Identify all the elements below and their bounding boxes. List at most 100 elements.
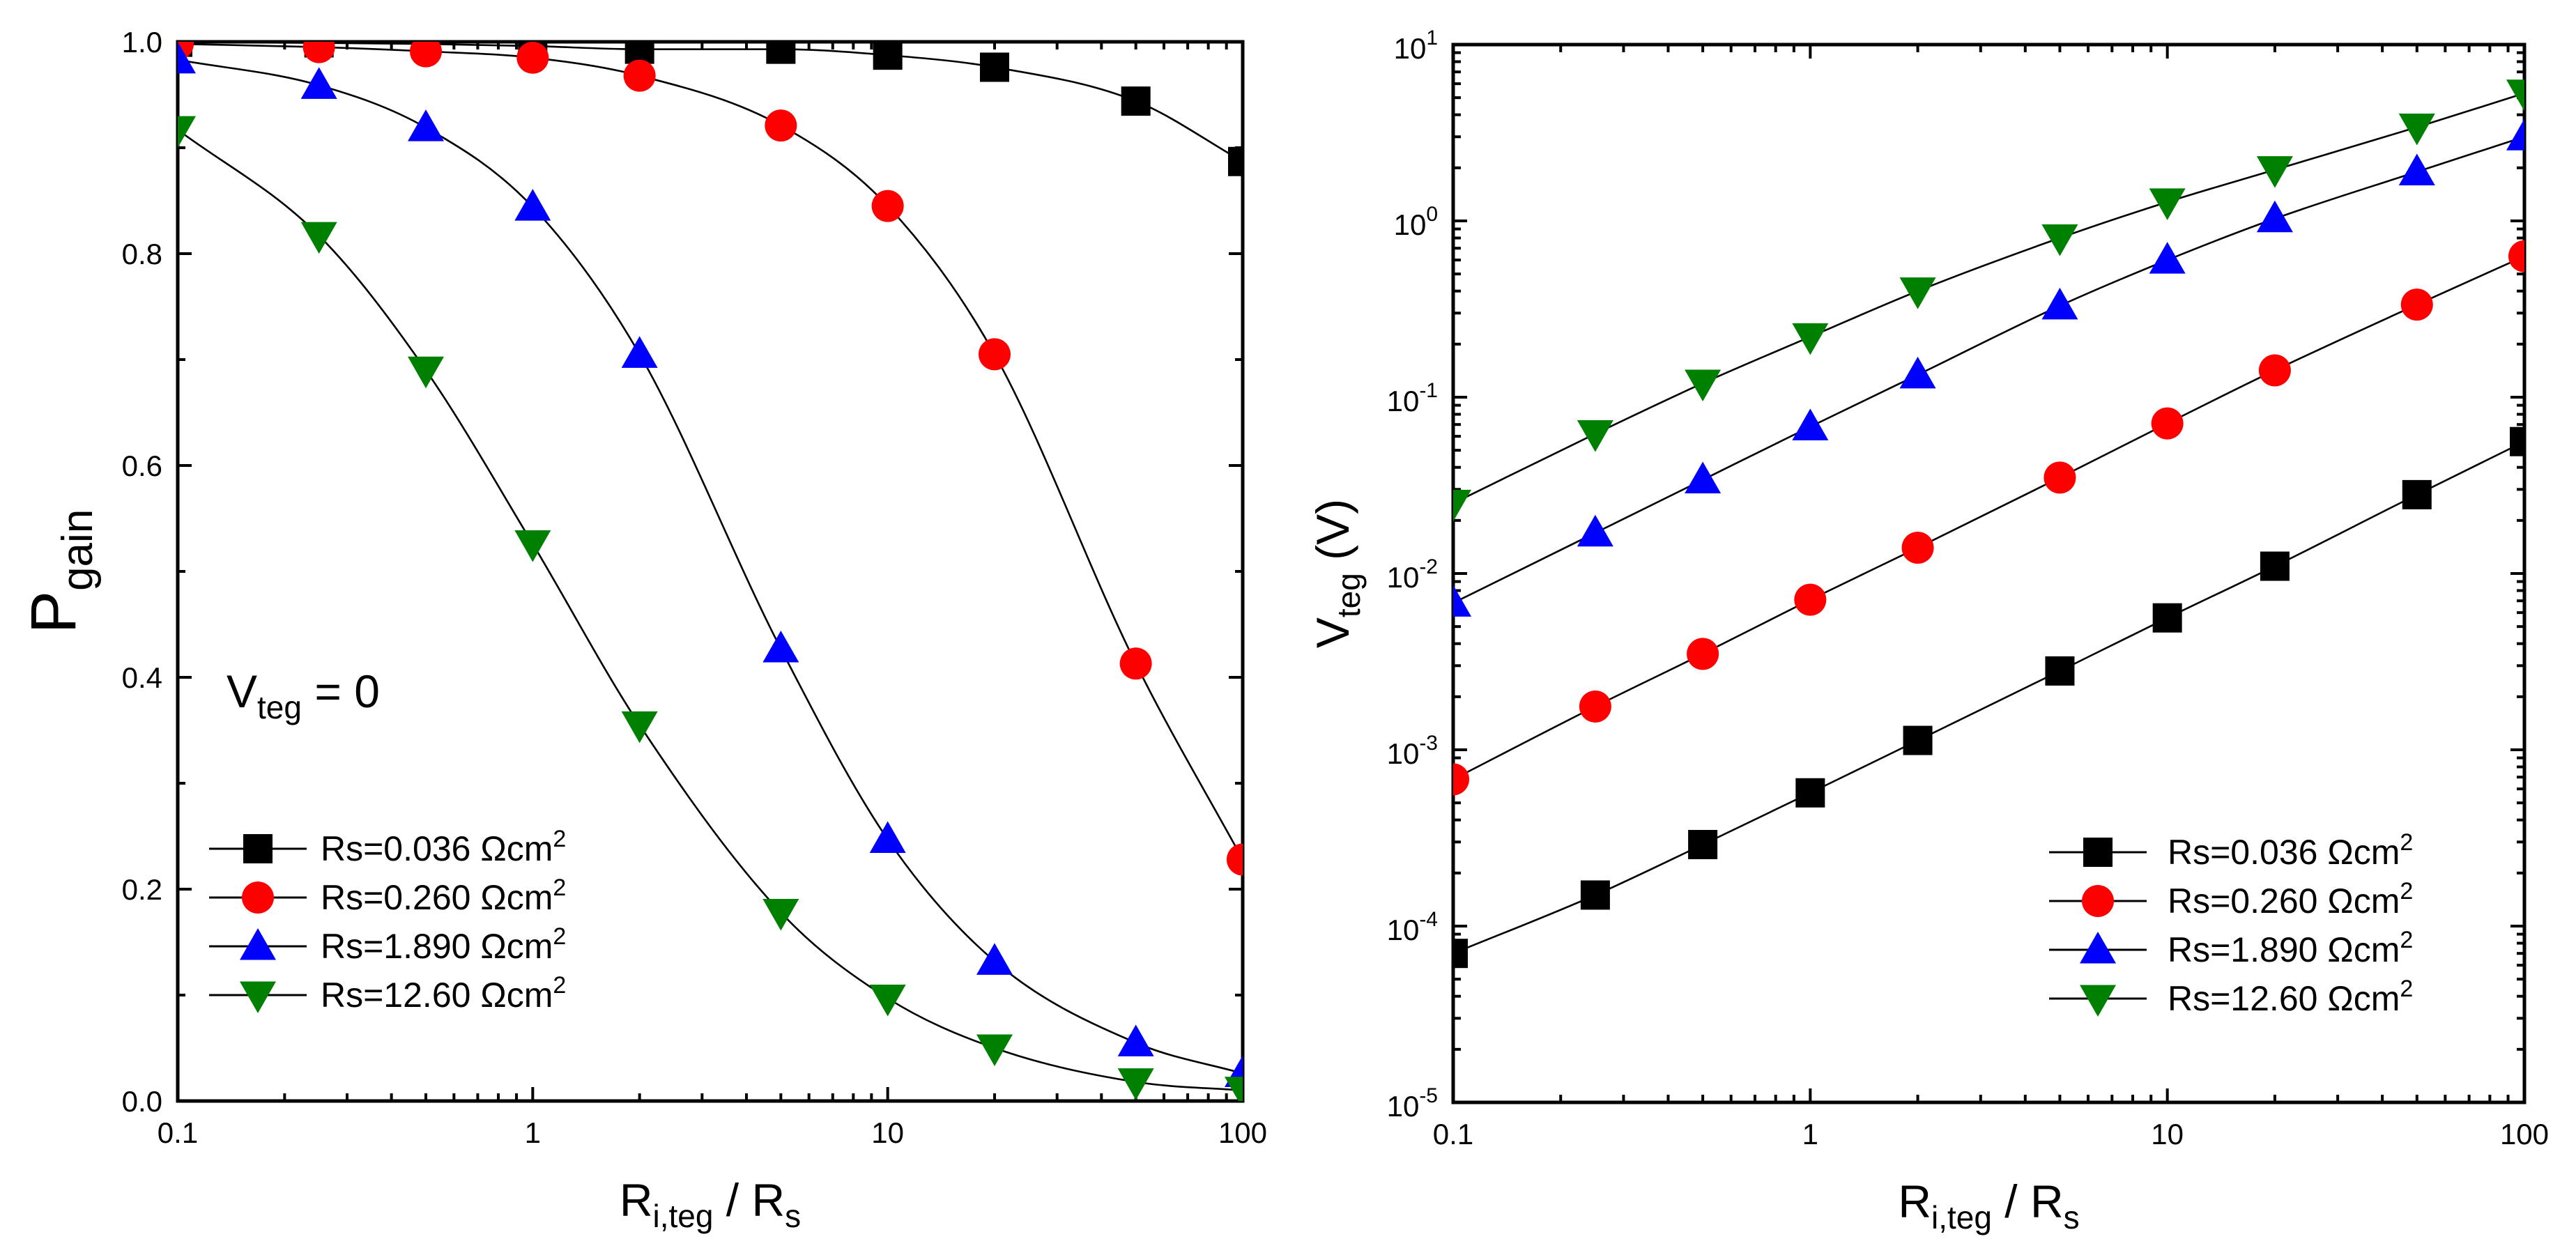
legend-item: Rs=0.260 Ωcm2 <box>209 875 566 917</box>
left-series-4-point <box>514 530 551 562</box>
right-series-1-point <box>2045 656 2075 686</box>
y-tick-label: 0.8 <box>122 238 162 270</box>
right-series-4-point <box>2149 188 2186 220</box>
legend-marker <box>2080 985 2116 1017</box>
legend-marker <box>2080 932 2116 964</box>
right-series-4-point <box>2506 79 2524 111</box>
left-series-3-point <box>408 109 445 141</box>
left-series-4-line <box>178 129 1243 1092</box>
legend-label: Rs=12.60 Ωcm2 <box>2168 976 2413 1018</box>
left-series-1-point <box>624 42 654 64</box>
legend-item: Rs=0.036 Ωcm2 <box>2049 829 2413 872</box>
y-tick-label: 0.6 <box>122 449 162 482</box>
legend-marker <box>243 834 273 863</box>
legend-item: Rs=12.60 Ωcm2 <box>209 972 566 1015</box>
x-tick-label: 1 <box>525 1116 541 1149</box>
legend-item: Rs=0.260 Ωcm2 <box>2049 878 2413 921</box>
left-series-3-line <box>178 59 1243 1075</box>
left-series-2-point <box>978 338 1011 371</box>
right-series-3-line <box>1453 136 2524 604</box>
y-tick-label: 1.0 <box>122 26 162 59</box>
legend-label: Rs=0.036 Ωcm2 <box>321 826 566 868</box>
left-series-4-point <box>178 116 196 148</box>
right-series-4-point <box>1453 489 1471 522</box>
left-series-4-markers <box>178 116 1243 1101</box>
x-tick-label: 100 <box>1218 1116 1267 1149</box>
right-series-4-point <box>2041 224 2078 256</box>
right-series-2-point <box>2508 240 2524 272</box>
right-series-4-point <box>1577 420 1613 452</box>
right-series-1-point <box>2152 603 2182 633</box>
y-tick-label: 10-2 <box>1387 555 1438 594</box>
left-series-1-point <box>766 42 796 64</box>
right-series-1-markers <box>1453 426 2524 969</box>
right-x-axis-label: Ri,teg / Rs <box>1898 1176 2079 1235</box>
left-plot-area <box>178 42 1243 1101</box>
right-series-3-point <box>1685 461 1722 494</box>
legend-label: Rs=0.260 Ωcm2 <box>2168 878 2413 921</box>
right-legend: Rs=0.036 Ωcm2 Rs=0.260 Ωcm2 Rs=1.890 Ωcm2 R… <box>2049 829 2413 1018</box>
left-series-4-point <box>762 898 799 931</box>
right-series-3-markers <box>1453 118 2524 617</box>
right-series-2-point <box>1453 763 1469 796</box>
legend-item: Rs=1.890 Ωcm2 <box>2049 927 2413 969</box>
left-series-3-point <box>1117 1024 1154 1056</box>
left-series-2-line <box>178 43 1243 861</box>
y-tick-label: 10-4 <box>1387 908 1438 946</box>
right-series-2-point <box>1794 583 1827 616</box>
right-series-3-point <box>2256 200 2293 233</box>
y-tick-label: 100 <box>1394 203 1438 241</box>
left-series-4-point <box>1225 1077 1243 1101</box>
left-y-axis: 0.0 0.2 0.4 0.6 0.8 1.0 <box>122 26 1243 1118</box>
left-y-axis-label: Pgain <box>18 509 102 634</box>
left-series-4-point <box>300 222 337 254</box>
x-tick-label: 0.1 <box>1433 1118 1473 1150</box>
legend-marker <box>2083 838 2113 867</box>
y-tick-label: 0.4 <box>122 661 162 694</box>
left-series-2-point <box>765 109 797 142</box>
y-tick-label: 10-3 <box>1387 732 1438 770</box>
right-series-1-line <box>1453 440 2524 955</box>
y-tick-label: 101 <box>1394 26 1438 65</box>
right-series-4-point <box>1899 277 1936 309</box>
right-series-3-point <box>2506 118 2524 151</box>
left-series-2-markers <box>178 42 1243 876</box>
right-series-4-point <box>2256 156 2293 188</box>
left-series-3-point <box>300 67 337 99</box>
legend-label: Rs=0.036 Ωcm2 <box>2168 829 2413 872</box>
right-series-2-line <box>1453 255 2524 780</box>
right-series-2-point <box>2258 354 2291 387</box>
right-series-2-point <box>1687 638 1719 670</box>
right-series-2-point <box>1901 532 1934 564</box>
left-series-2-point <box>623 59 656 92</box>
right-series-1-point <box>2402 479 2432 509</box>
left-series-4-point <box>869 985 906 1017</box>
right-y-axis-label: Vteg (V) <box>1307 499 1367 648</box>
left-series-2-point <box>871 190 904 222</box>
left-series-2-point <box>516 42 549 74</box>
left-series-4-point <box>1117 1068 1154 1100</box>
left-chart: 0.1 1 10 100 0.0 0.2 0.4 0.6 0.8 1.0 Ri,teg / Rs Pg… <box>18 26 1267 1234</box>
right-series-1-point <box>1580 880 1610 910</box>
legend-label: Rs=1.890 Ωcm2 <box>2168 927 2413 969</box>
annotation-vteg: Vteg = 0 <box>227 665 380 725</box>
right-series-3-point <box>2041 287 2078 320</box>
left-series-1-point <box>979 52 1009 82</box>
right-series-3-point <box>1792 408 1829 440</box>
right-series-2-point <box>2151 407 2184 440</box>
right-series-3-point <box>2398 153 2435 185</box>
y-tick-label: 10-5 <box>1387 1084 1438 1123</box>
x-tick-label: 0.1 <box>158 1116 198 1149</box>
left-series-3-point <box>178 42 196 74</box>
left-series-3-point <box>762 630 799 663</box>
left-series-2-point <box>302 42 335 63</box>
left-series-2-point <box>1227 843 1243 876</box>
right-series-1-point <box>1795 778 1825 808</box>
right-series-2-point <box>2044 461 2076 494</box>
x-tick-label: 10 <box>871 1116 904 1149</box>
y-tick-label: 0.0 <box>122 1085 162 1118</box>
x-tick-label: 100 <box>2500 1118 2549 1150</box>
legend-item: Rs=0.036 Ωcm2 <box>209 826 566 868</box>
y-tick-label: 0.2 <box>122 873 162 906</box>
right-series-2-point <box>1579 690 1611 723</box>
